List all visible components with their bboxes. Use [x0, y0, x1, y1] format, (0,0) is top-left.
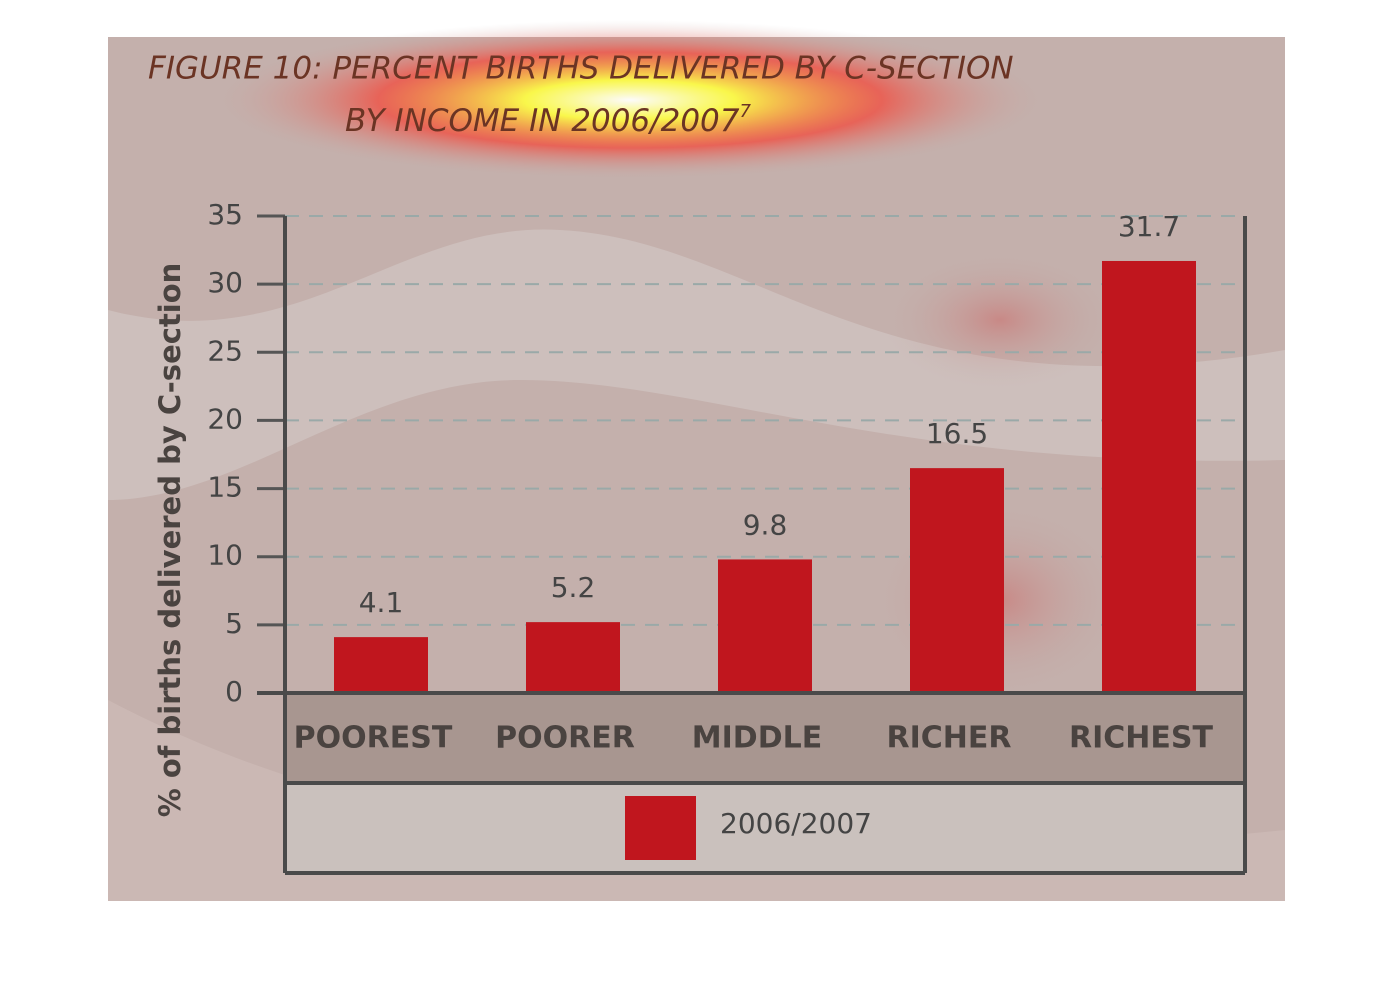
y-tick-label: 20: [207, 402, 243, 435]
y-tick-label: 25: [207, 334, 243, 367]
data-label: 9.8: [743, 508, 788, 541]
y-tick-label: 10: [207, 539, 243, 572]
heatmap: [210, 20, 1050, 180]
footnote-mark: 7: [740, 101, 752, 122]
bar: [910, 468, 1004, 693]
bar: [334, 637, 428, 693]
x-tick-label: POOREST: [294, 721, 453, 756]
x-tick-label: RICHER: [887, 721, 1012, 756]
data-label: 5.2: [551, 571, 596, 604]
bar: [718, 559, 812, 693]
category-band: [285, 693, 1245, 783]
chart-title: FIGURE 10: PERCENT BIRTHS DELIVERED BY C…: [148, 51, 1014, 87]
x-tick-label: RICHEST: [1069, 721, 1213, 756]
data-label: 16.5: [926, 417, 988, 450]
y-tick-label: 5: [225, 607, 243, 640]
y-tick-label: 35: [207, 198, 243, 231]
legend-swatch: [625, 796, 696, 860]
data-label: 31.7: [1118, 210, 1180, 243]
y-tick-label: 30: [207, 266, 243, 299]
chart-title: BY INCOME IN 2006/20077: [345, 101, 752, 139]
data-label: 4.1: [359, 586, 404, 619]
bar: [1102, 260, 1196, 693]
legend-box: [285, 783, 1245, 873]
y-axis-label: % of births delivered by C-section: [153, 263, 187, 818]
chart-title: BY INCOME IN 2006/2007: [345, 103, 740, 139]
x-tick-label: POORER: [495, 721, 635, 756]
y-tick-label: 15: [207, 471, 243, 504]
y-tick-label: 0: [225, 675, 243, 708]
bar: [526, 622, 620, 693]
legend-label: 2006/2007: [720, 807, 872, 840]
heatmap: [880, 250, 1120, 390]
wave: [108, 229, 1285, 500]
x-tick-label: MIDDLE: [692, 721, 822, 756]
